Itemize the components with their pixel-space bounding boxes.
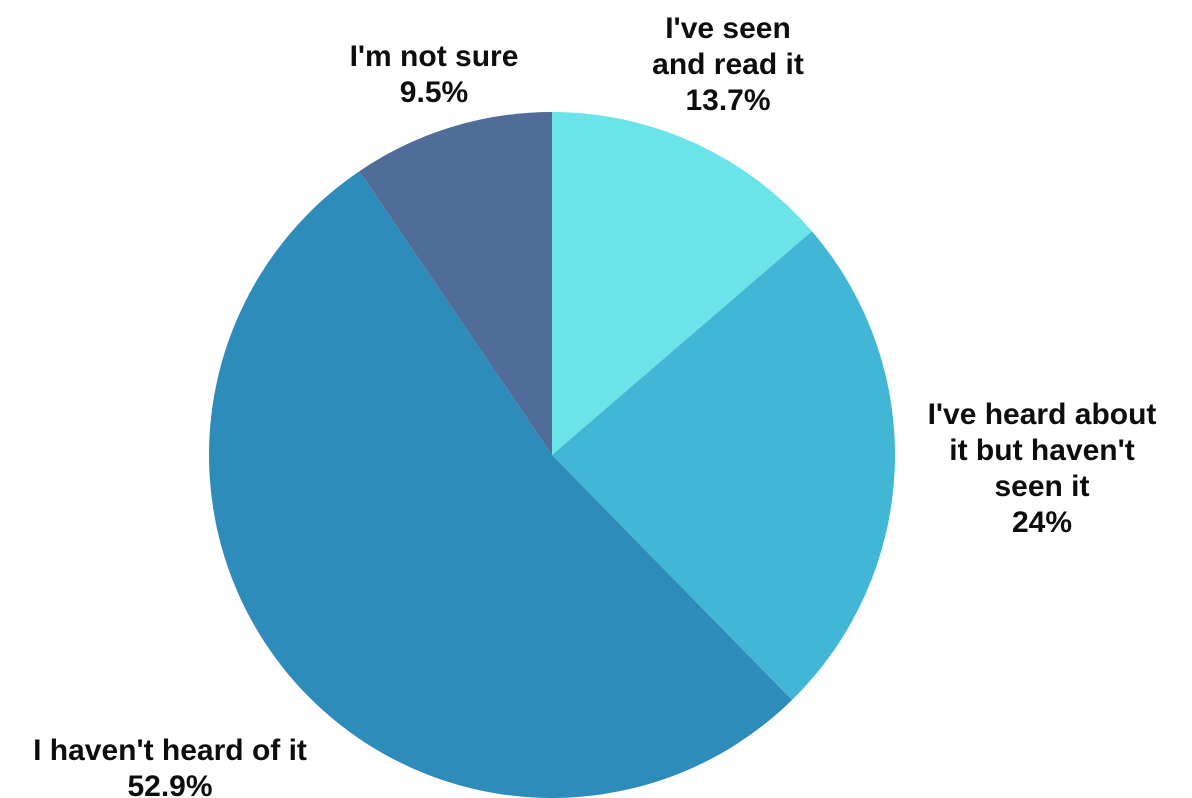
slice-labels: I've seen and read it 13.7% I've heard abou…: [33, 12, 1156, 798]
slice-name-label: it but haven't: [949, 434, 1134, 467]
slice-name-label: I haven't heard of it: [33, 734, 307, 767]
slice-name-label: and read it: [652, 48, 804, 81]
slice-value-label: 9.5%: [400, 76, 468, 109]
slice-name-label: I've heard about: [928, 398, 1157, 431]
pie-slice-2: [552, 231, 896, 700]
slice-value-label: 52.9%: [127, 770, 212, 798]
slice-name-label: I've seen: [665, 12, 791, 45]
slice-value-label: 24%: [1012, 506, 1072, 539]
pie-slice-3: [209, 171, 793, 798]
pie-slices: [209, 112, 896, 798]
slice-label-1: I've seen and read it 13.7%: [652, 12, 804, 117]
slice-label-3: I haven't heard of it 52.9%: [33, 734, 307, 798]
pie-slice-4: [359, 112, 552, 455]
slice-label-2: I've heard about it but haven't seen it 24%: [928, 398, 1157, 539]
slice-name-label: seen it: [994, 470, 1089, 503]
slice-label-4: I'm not sure 9.5%: [350, 40, 519, 109]
pie-slice-1: [552, 112, 812, 455]
slice-value-label: 13.7%: [685, 84, 770, 117]
slice-name-label: I'm not sure: [350, 40, 519, 73]
